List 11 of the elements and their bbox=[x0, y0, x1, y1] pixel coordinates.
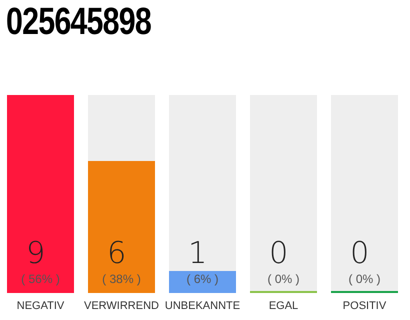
chart-title: 025645898 bbox=[6, 0, 151, 44]
x-tick-label: EGAL bbox=[268, 300, 298, 312]
x-tick-label: VERWIRREND bbox=[84, 300, 160, 312]
data-label: 0 ( 0% ) bbox=[267, 236, 300, 286]
x-tick-label: NEGATIV bbox=[16, 300, 65, 312]
data-label: 6 ( 38% ) bbox=[102, 236, 141, 286]
data-label: 1 ( 6% ) bbox=[186, 236, 219, 286]
data-label: 0 ( 0% ) bbox=[348, 236, 381, 286]
x-tick-label: POSITIV bbox=[342, 300, 387, 312]
x-tick-label: UNBEKANNTE bbox=[164, 300, 240, 312]
data-label: 9 ( 56% ) bbox=[21, 236, 60, 286]
